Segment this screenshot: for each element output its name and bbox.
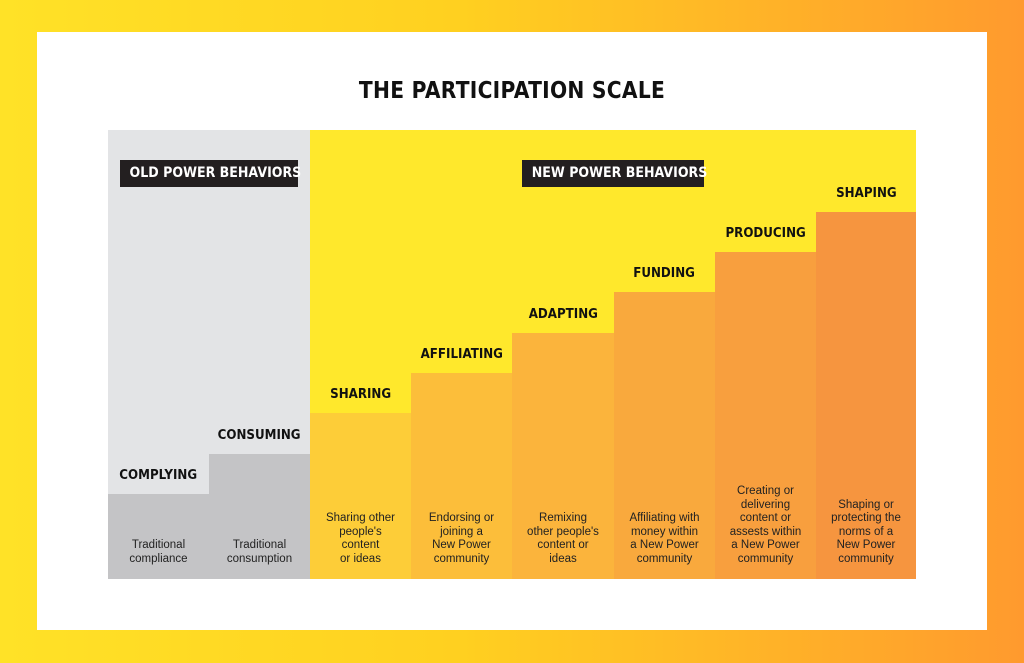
- step-consuming-label: CONSUMING: [218, 427, 301, 443]
- step-producing-label: PRODUCING: [725, 225, 806, 241]
- step-consuming-description: Traditional consumption: [226, 539, 293, 565]
- step-adapting-label: ADAPTING: [528, 306, 598, 322]
- new-power-tag: NEW POWER BEHAVIORS: [522, 160, 707, 187]
- step-sharing-bar: [310, 413, 411, 579]
- step-shaping-label: SHAPING: [835, 185, 897, 201]
- step-complying-bar: [108, 494, 209, 579]
- step-complying-description: Traditional compliance: [129, 539, 188, 565]
- step-producing-bar: [715, 252, 816, 579]
- step-shaping-bar: [816, 212, 916, 579]
- old-power-tag: OLD POWER BEHAVIORS: [120, 160, 301, 187]
- step-funding-label: FUNDING: [633, 265, 696, 281]
- diagram-title: THE PARTICIPATION SCALE: [358, 78, 666, 104]
- step-adapting-description: Remixing other people's content or ideas: [527, 512, 599, 565]
- step-affiliating-label: AFFILIATING: [420, 346, 503, 362]
- step-funding-description: Affiliating with money within a New Power c…: [629, 512, 700, 565]
- step-complying-label: COMPLYING: [119, 467, 198, 483]
- step-consuming-bar: [209, 454, 310, 579]
- step-sharing-description: Sharing other people's content or ideas: [325, 512, 396, 565]
- step-producing-description: Creating or delivering content or assests w…: [729, 485, 802, 565]
- step-affiliating-description: Endorsing or joining a New Power community: [428, 512, 495, 565]
- step-affiliating-bar: [411, 373, 512, 579]
- step-shaping-description: Shaping or protecting the norms of a New Po…: [831, 498, 901, 565]
- step-funding-bar: [614, 292, 715, 579]
- step-adapting-bar: [512, 333, 614, 579]
- step-sharing-label: SHARING: [330, 386, 391, 402]
